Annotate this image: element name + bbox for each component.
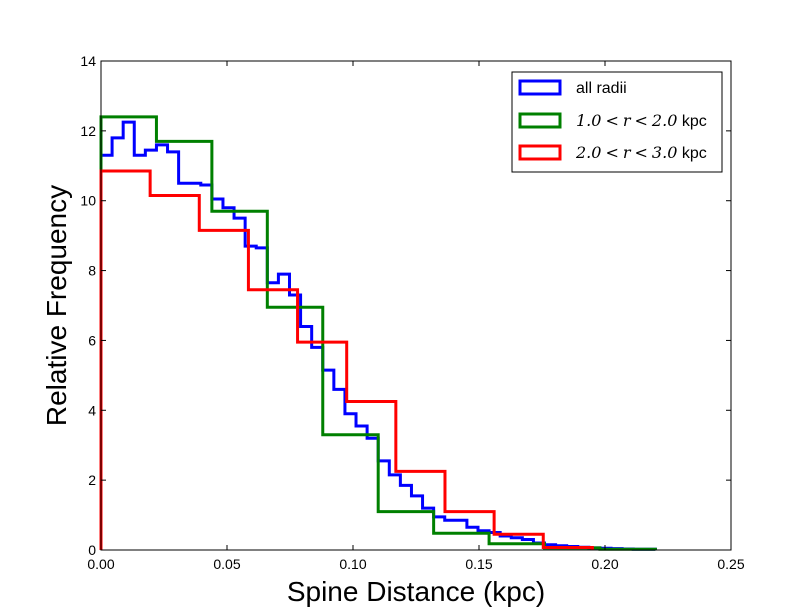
- x-tick-label: 0.20: [591, 556, 618, 572]
- legend-entry-2-3-kpc: 2.0 < r <3.0 kpc: [518, 143, 707, 162]
- axes-frame: [100, 60, 732, 551]
- y-tick-label: 6: [88, 332, 96, 348]
- x-axis-label: Spine Distance (kpc): [287, 576, 545, 607]
- y-tick-label: 4: [88, 402, 96, 418]
- x-tick-label: 0.05: [213, 556, 240, 572]
- legend-label-1-2-kpc: 1.0 < r <2.0 kpc: [576, 111, 707, 130]
- legend-box: [511, 71, 723, 173]
- y-tick-label: 14: [80, 53, 96, 69]
- x-tick-label: 0.00: [87, 556, 114, 572]
- y-tick-label: 0: [88, 542, 96, 558]
- legend-swatch-all-radii: [518, 79, 562, 96]
- series-layer: [99, 115, 657, 551]
- legend-label-2-3-kpc: 2.0 < r <3.0 kpc: [575, 143, 707, 162]
- y-axis-label: Relative Frequency: [41, 185, 72, 426]
- legend-entry-all-radii: all radii: [518, 79, 627, 97]
- legend-swatch-2-3-kpc: [518, 144, 562, 161]
- y-tick-label: 8: [88, 263, 96, 279]
- x-tick-label: 0.10: [339, 556, 366, 572]
- ticks-layer: 0.00 0.05 0.10 0.15 0.20 0.25 0 2 4 6 8 10 12 14: [80, 53, 744, 572]
- y-tick-label: 2: [88, 472, 96, 488]
- legend-entry-1-2-kpc: 1.0 < r <2.0 kpc: [518, 111, 707, 130]
- y-tick-label: 10: [80, 193, 96, 209]
- x-tick-label: 0.15: [465, 556, 492, 572]
- y-tick-label: 12: [80, 123, 96, 139]
- legend-label-all-radii: all radii: [576, 80, 627, 97]
- x-tick-label: 0.25: [717, 556, 744, 572]
- legend-swatch-1-2-kpc: [518, 112, 562, 129]
- histogram-series-2-3-kpc: [99, 169, 594, 550]
- legend: all radii 1.0 < r <2.0 kpc 2.0 < r <3.0 kpc: [511, 71, 723, 173]
